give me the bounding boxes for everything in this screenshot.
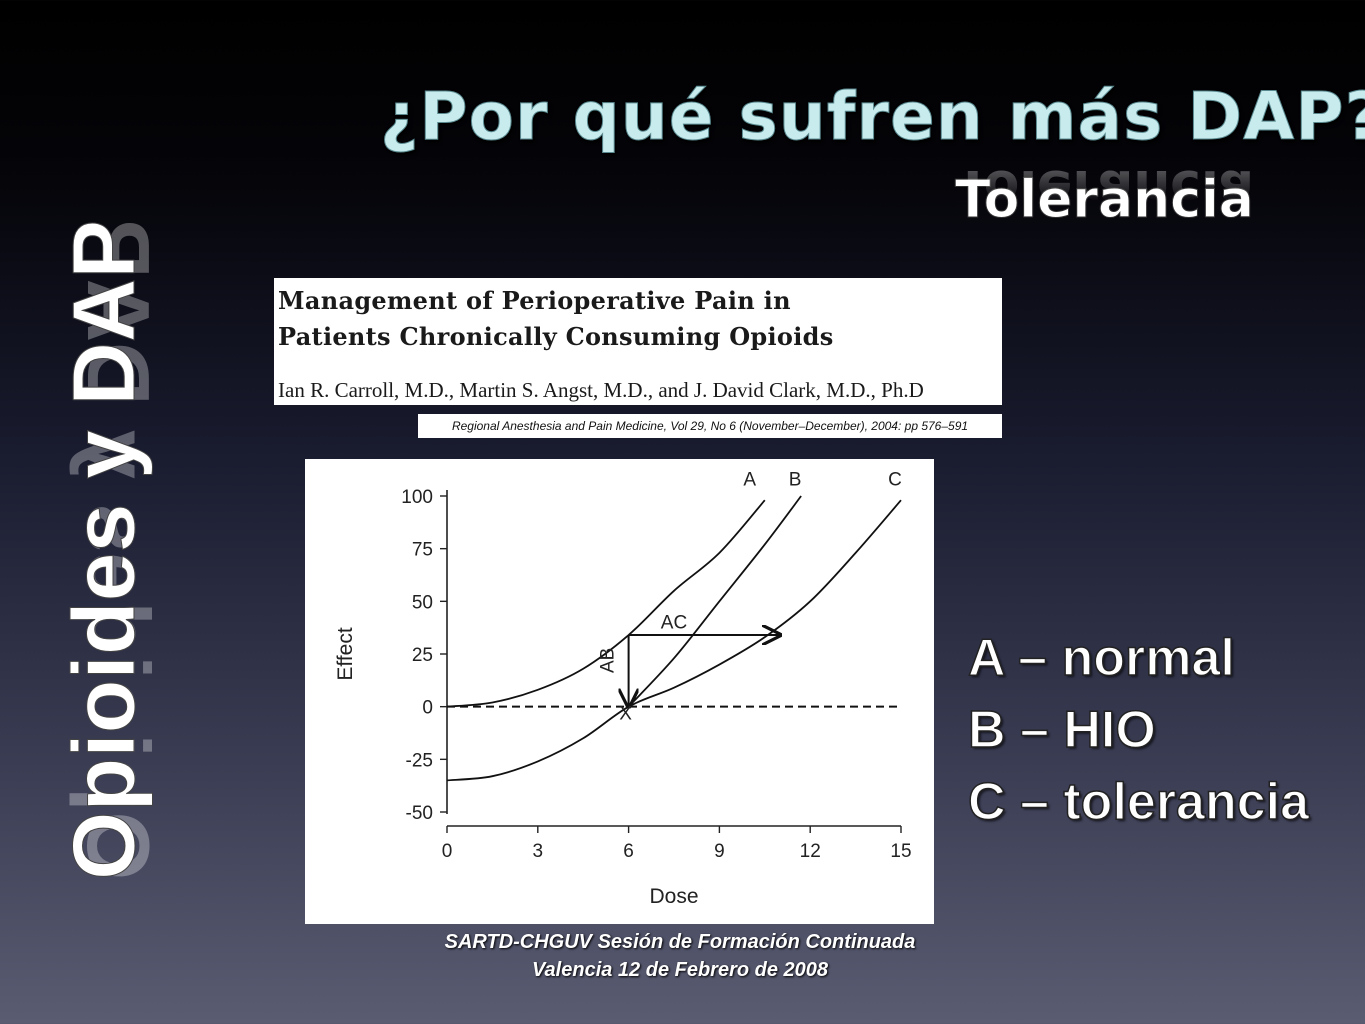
y-tick-label: 0	[422, 698, 433, 719]
y-tick-label: 75	[412, 540, 433, 561]
paper-header: Management of Perioperative Pain in Pati…	[274, 278, 1002, 405]
x-axis-label: Dose	[649, 885, 698, 908]
footer-line1: SARTD-CHGUV Sesión de Formación Continua…	[444, 931, 916, 953]
annotation-ac: AC	[661, 613, 687, 634]
annotation-b: B	[789, 469, 802, 490]
y-tick-label: -25	[406, 750, 433, 771]
x-tick-label: 3	[533, 841, 544, 862]
slide-title: ¿Por qué sufren más DAP?	[380, 78, 1365, 156]
y-tick-label: 50	[412, 592, 433, 613]
curve-legend: A – normal B – HIO C – tolerancia	[967, 622, 1310, 838]
y-axis-label: Effect	[334, 627, 357, 680]
y-tick-label: 25	[412, 645, 433, 666]
x-tick-label: 12	[800, 841, 821, 862]
vertical-title: Opioides y DAP	[54, 219, 154, 880]
x-tick-label: 9	[714, 841, 725, 862]
series-b-line	[627, 495, 802, 708]
annotation-ab: AB	[597, 648, 618, 673]
slide-subtitle-reflection: Tolerancia	[955, 166, 1254, 218]
footer-line2: Valencia 12 de Febrero de 2008	[531, 959, 829, 981]
paper-title: Management of Perioperative Pain in Pati…	[278, 283, 998, 355]
series-c-line	[446, 499, 902, 782]
annotation-a: A	[743, 469, 756, 490]
annotation-x: X	[619, 703, 632, 724]
journal-citation: Regional Anesthesia and Pain Medicine, V…	[418, 414, 1002, 438]
series-a-line	[446, 499, 766, 708]
x-tick-label: 6	[623, 841, 634, 862]
x-tick-label: 15	[890, 841, 911, 862]
y-tick-label: -50	[406, 803, 433, 824]
paper-title-line1: Management of Perioperative Pain in	[278, 286, 791, 315]
dose-effect-chart: 100 75 50 25 0 -25 -50 0 3 6 9 12 15 Dose Effect A B C AC A…	[305, 459, 934, 924]
annotation-c: C	[888, 469, 902, 490]
footer: SARTD-CHGUV Sesión de Formación Continua…	[330, 928, 1030, 984]
legend-b: B – HIO	[967, 700, 1156, 760]
paper-title-line2: Patients Chronically Consuming Opioids	[278, 322, 834, 351]
legend-a: A – normal	[967, 628, 1235, 688]
x-tick-label: 0	[442, 841, 453, 862]
y-tick-label: 100	[401, 487, 433, 508]
slide-subtitle: Tolerancia	[955, 170, 1255, 231]
paper-authors: Ian R. Carroll, M.D., Martin S. Angst, M…	[278, 378, 924, 402]
legend-c: C – tolerancia	[967, 772, 1310, 832]
